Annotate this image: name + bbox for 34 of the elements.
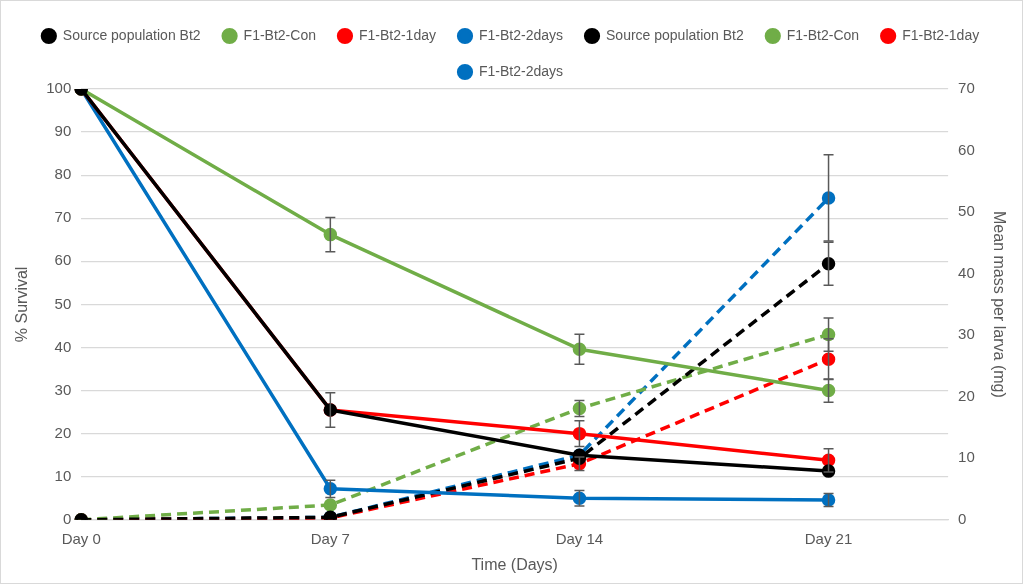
legend-label: F1-Bt2-2days — [478, 26, 564, 43]
x-tick-label: Day 14 — [555, 529, 604, 547]
y-tick-label: 0 — [62, 509, 72, 527]
legend-label: F1-Bt2-1day — [902, 26, 980, 43]
y-tick-label: 40 — [54, 337, 72, 355]
y2-tick-label: 40 — [958, 263, 975, 281]
y-tick-label: 70 — [54, 208, 72, 226]
y-tick-label: 90 — [54, 122, 72, 140]
x-axis-title: Time (Days) — [471, 555, 558, 573]
y2-tick-label: 20 — [958, 386, 975, 404]
legend-label: Source population Bt2 — [62, 26, 201, 43]
y-tick-label: 60 — [54, 251, 72, 269]
x-tick-label: Day 0 — [61, 529, 101, 547]
x-tick-label: Day 21 — [804, 529, 853, 547]
legend-label: F1-Bt2-Con — [786, 26, 860, 43]
legend-label: F1-Bt2-Con — [243, 26, 316, 43]
y2-tick-label: 70 — [958, 79, 975, 97]
y2-tick-label: 0 — [958, 509, 967, 527]
y-tick-label: 50 — [54, 294, 72, 312]
legend-label: Source population Bt2 — [606, 26, 744, 43]
y2-axis-title: Mean mass per larva (mg) — [990, 211, 1008, 398]
y-axis-title: % Survival — [13, 266, 31, 343]
y-tick-label: 100 — [46, 79, 72, 97]
y-tick-label: 20 — [54, 423, 72, 441]
x-tick-label: Day 7 — [310, 529, 350, 547]
y2-tick-label: 50 — [958, 202, 975, 220]
y2-tick-label: 60 — [958, 140, 975, 158]
legend-label: F1-Bt2-1day — [358, 26, 436, 43]
y2-tick-label: 30 — [958, 325, 975, 343]
y2-tick-label: 10 — [958, 448, 975, 466]
legend-label: F1-Bt2-2days — [478, 62, 564, 79]
y-tick-label: 30 — [54, 380, 72, 398]
y-tick-label: 10 — [54, 466, 72, 484]
y-tick-label: 80 — [54, 165, 72, 183]
